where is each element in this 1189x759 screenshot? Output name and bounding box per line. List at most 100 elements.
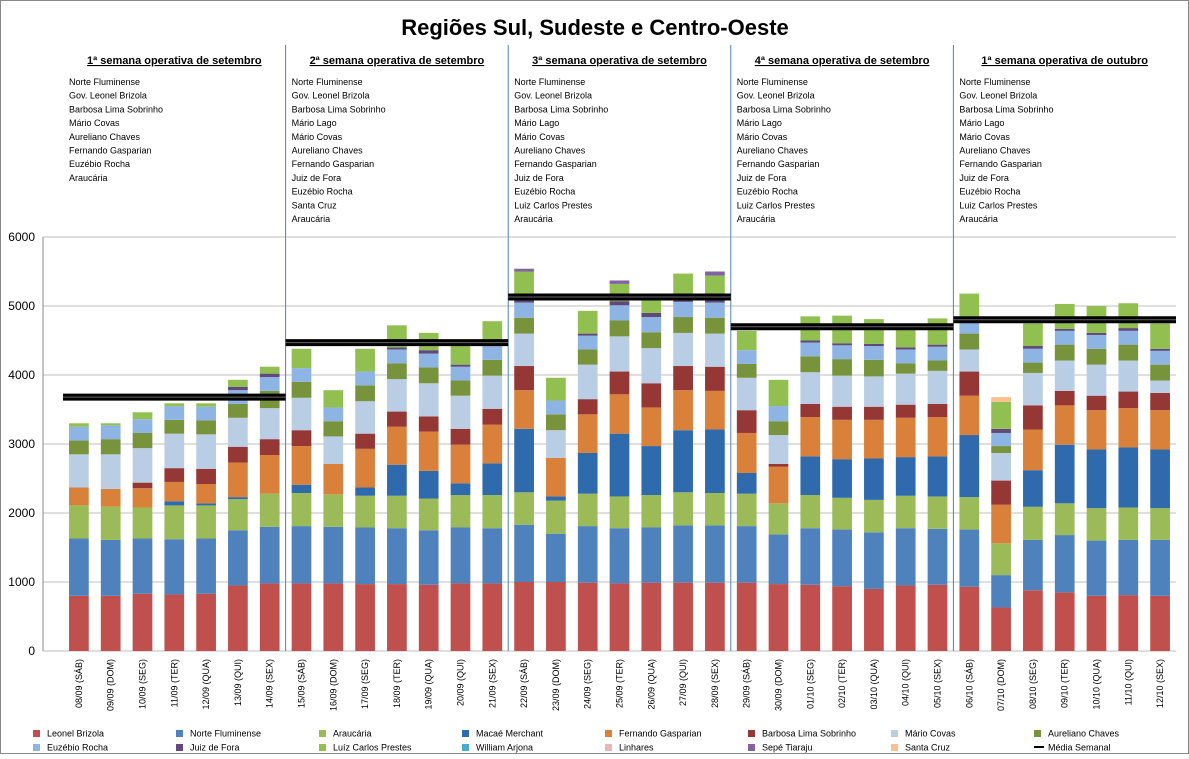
bar-segment: [482, 528, 503, 584]
y-tick-label: 3000: [8, 437, 35, 451]
bar-segment: [768, 435, 789, 465]
plant-name: Araucária: [737, 214, 776, 224]
bar-segment: [164, 594, 185, 651]
plant-name: Fernando Gasparian: [737, 159, 820, 169]
bar-segment: [641, 407, 662, 447]
x-tick-label: 10/10 (QUA): [1092, 659, 1102, 710]
x-tick-label: 21/09 (SEX): [487, 659, 497, 708]
bar-segment: [864, 376, 884, 407]
bar-segment: [1086, 334, 1107, 349]
bar-segment: [291, 368, 312, 382]
bar-segment: [387, 347, 407, 350]
bar-segment: [895, 363, 916, 374]
bar-segment: [705, 429, 725, 493]
bar-segment: [355, 527, 375, 585]
plant-name: Barbosa Lima Sobrinho: [959, 104, 1053, 114]
x-tick-label: 14/09 (SEX): [265, 659, 275, 708]
bar-segment: [1086, 449, 1107, 509]
bar-segment: [1118, 595, 1139, 651]
legend-label: Linhares: [619, 743, 654, 753]
bar-segment: [323, 526, 344, 584]
bar-segment: [800, 528, 821, 585]
plant-name: Mário Covas: [69, 118, 120, 128]
x-tick-label: 30/09 (DOM): [774, 659, 784, 711]
bar-segment: [832, 343, 852, 346]
bar-segment: [705, 582, 725, 651]
bar-segment: [100, 539, 121, 596]
bar-segment: [832, 345, 852, 360]
bar-segment: [196, 406, 216, 421]
plant-name: Gov. Leonel Brizola: [69, 91, 147, 101]
bar-segment: [259, 373, 280, 378]
bar-segment: [927, 584, 948, 651]
plant-name: Mário Covas: [292, 132, 343, 142]
bar-segment: [864, 346, 884, 360]
bar-segment: [895, 585, 916, 651]
bar-segment: [69, 426, 89, 441]
bar-segment: [895, 326, 916, 348]
bar-segment: [291, 348, 312, 369]
bar-segment: [864, 458, 884, 500]
bar-segment: [927, 496, 948, 529]
bar-segment: [705, 333, 725, 367]
bar-segment: [577, 526, 598, 583]
bar-segment: [959, 333, 980, 350]
bar-segment: [323, 436, 344, 465]
plant-name: Juiz de Fora: [959, 173, 1009, 183]
bar-segment: [1054, 330, 1075, 345]
bar-segment: [927, 346, 948, 361]
bar-segment: [514, 390, 534, 429]
bar-segment: [768, 466, 789, 504]
bar-segment: [418, 383, 439, 417]
plant-name: Fernando Gasparian: [292, 159, 375, 169]
legend-swatch: [319, 730, 326, 737]
legend-swatch: [891, 744, 898, 751]
plant-name: Gov. Leonel Brizola: [959, 91, 1037, 101]
plant-name: Aureliano Chaves: [959, 146, 1031, 156]
bar-segment: [991, 504, 1011, 544]
bar-segment: [546, 430, 566, 458]
bar-segment: [291, 492, 312, 527]
bar-segment: [1023, 539, 1043, 591]
bar-segment: [673, 301, 693, 318]
bar-segment: [864, 406, 884, 420]
bar-segment: [609, 320, 630, 337]
bar-segment: [132, 593, 153, 651]
week-title: 2ª semana operativa de setembro: [310, 55, 485, 67]
bar-segment: [927, 417, 948, 457]
bar-segment: [69, 440, 89, 455]
bar-segment: [641, 332, 662, 349]
bar-segment: [577, 582, 598, 651]
bar-segment: [387, 464, 407, 496]
bar-segment: [991, 446, 1011, 453]
bar-segment: [1086, 410, 1107, 450]
plant-name: Norte Fluminense: [292, 77, 363, 87]
plant-name: Euzébio Rocha: [514, 187, 575, 197]
bar-segment: [832, 359, 852, 376]
bar-segment: [641, 348, 662, 384]
bar-segment: [100, 488, 121, 507]
x-tick-label: 12/10 (SEX): [1155, 659, 1165, 708]
bar-segment: [991, 607, 1011, 651]
bar-segment: [482, 495, 503, 529]
bar-segment: [641, 317, 662, 333]
bar-segment: [482, 583, 503, 651]
bar-segment: [546, 377, 566, 401]
bar-segment: [577, 452, 598, 494]
x-tick-label: 11/09 (TER): [169, 659, 179, 707]
bar-segment: [736, 526, 757, 583]
plant-name: Mário Lago: [514, 118, 559, 128]
bar-segment: [927, 403, 948, 418]
bar-segment: [609, 371, 630, 395]
plant-name: Araucária: [69, 173, 108, 183]
bar-segment: [641, 383, 662, 408]
legend-label: Sepé Tiaraju: [762, 743, 813, 753]
bar-segment: [1150, 410, 1170, 450]
bar-segment: [69, 487, 89, 506]
plant-name: Luiz Carlos Prestes: [959, 200, 1038, 210]
plant-name: Euzébio Rocha: [959, 187, 1020, 197]
bar-segment: [482, 408, 503, 425]
bar-segment: [800, 584, 821, 651]
bar-segment: [864, 319, 884, 344]
legend-swatch: [605, 744, 612, 751]
